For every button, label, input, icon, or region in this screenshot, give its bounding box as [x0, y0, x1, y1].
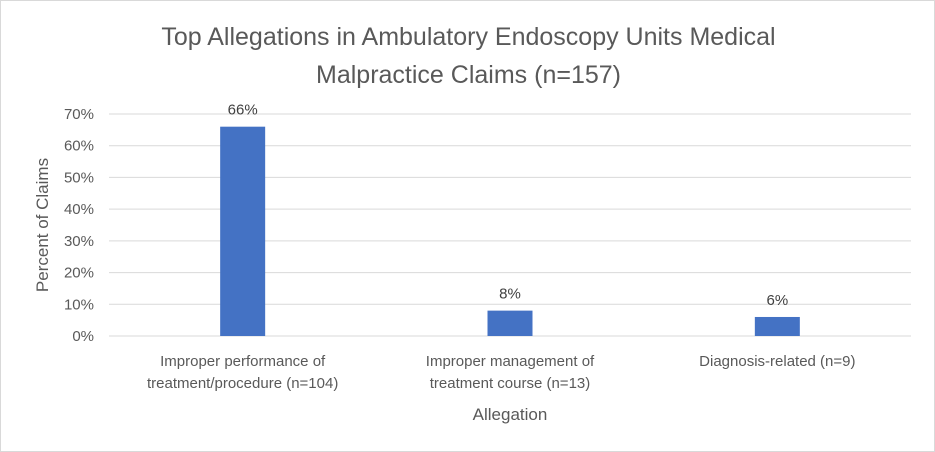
- y-tick-label: 10%: [64, 296, 94, 313]
- bar: [487, 310, 533, 336]
- y-tick-label: 40%: [64, 201, 94, 218]
- y-tick-label: 70%: [64, 106, 94, 123]
- data-label: 66%: [228, 102, 258, 119]
- x-axis-title: Allegation: [473, 405, 548, 424]
- y-tick-label: 60%: [64, 138, 94, 155]
- y-tick-label: 20%: [64, 265, 94, 282]
- y-tick-label: 30%: [64, 233, 94, 250]
- y-tick-label: 0%: [72, 328, 94, 345]
- chart-title-line-2: Malpractice Claims (n=157): [316, 61, 621, 89]
- bar: [754, 316, 800, 336]
- y-axis-title: Percent of Claims: [33, 158, 52, 292]
- y-tick-label: 50%: [64, 169, 94, 186]
- x-tick-label: Improper management of: [426, 353, 595, 370]
- x-tick-label: treatment course (n=13): [430, 375, 591, 392]
- bar: [220, 126, 266, 336]
- chart-title-line-1: Top Allegations in Ambulatory Endoscopy …: [161, 23, 776, 51]
- data-label: 6%: [766, 292, 788, 309]
- x-tick-label: Improper performance of: [160, 353, 326, 370]
- x-tick-label: Diagnosis-related (n=9): [699, 353, 855, 370]
- data-label: 8%: [499, 286, 521, 303]
- chart-title: Top Allegations in Ambulatory Endoscopy …: [71, 18, 866, 94]
- x-tick-label: treatment/procedure (n=104): [147, 375, 338, 392]
